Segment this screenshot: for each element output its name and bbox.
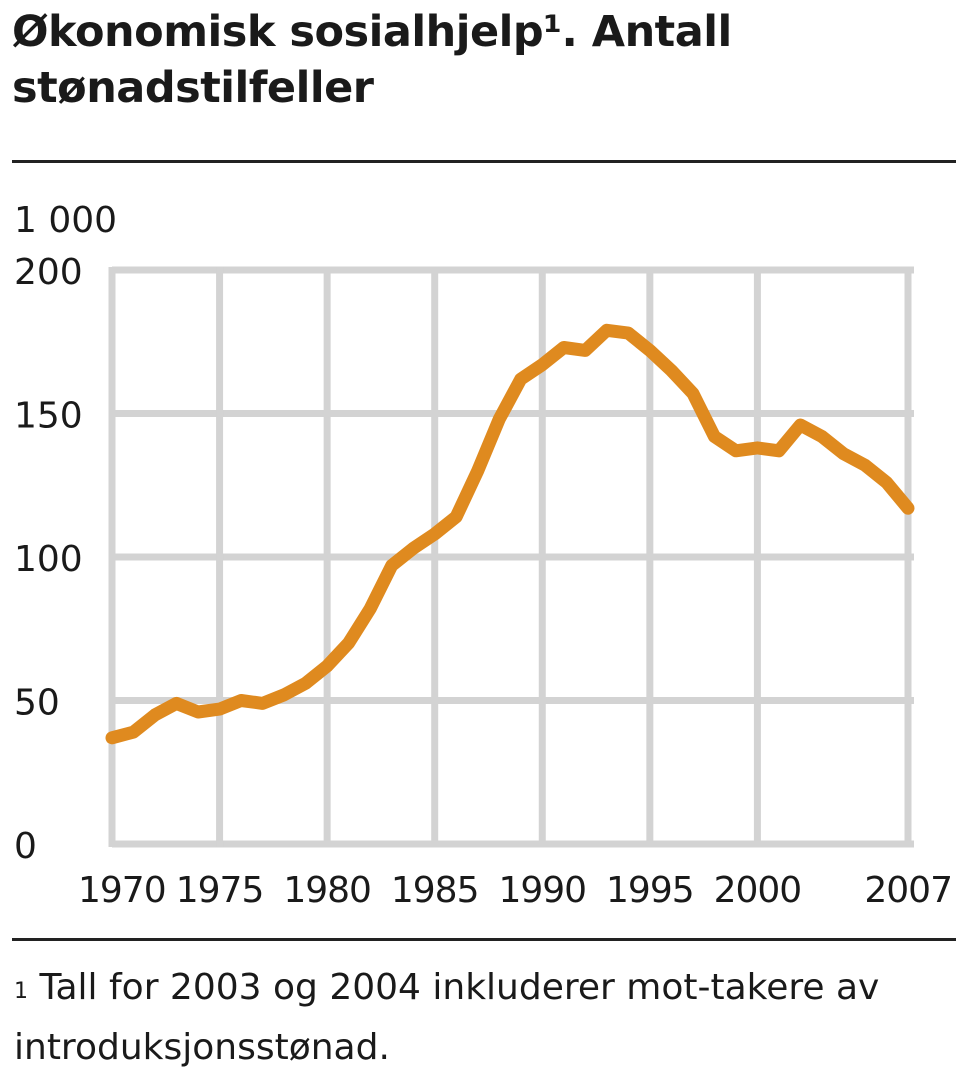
y-tick-label: 0 [14,826,37,867]
footnote-text: Tall for 2003 og 2004 inkluderer mot-tak… [14,967,880,1068]
x-tick-label: 2007 [864,870,952,911]
x-tick-label: 1985 [391,870,479,911]
series-line [105,323,915,745]
bottom-rule [12,938,956,941]
y-tick-label: 150 [14,396,83,437]
y-unit-label: 1 000 [14,200,118,241]
grid [108,266,914,848]
footnote: 1 Tall for 2003 og 2004 inkluderer mot-t… [14,958,944,1078]
x-tick-label: 1995 [606,870,694,911]
x-tick-label: 1990 [498,870,586,911]
x-tick-label: 1970 [78,870,166,911]
y-tick-labels: 0 50 100 150 200 [14,252,83,867]
x-tick-label: 1975 [176,870,264,911]
x-tick-labels: 1970 1975 1980 1985 1990 1995 2000 2007 [78,870,953,911]
x-tick-label: 1980 [283,870,371,911]
y-tick-label: 100 [14,539,83,580]
top-rule [12,160,956,163]
chart-title: Økonomisk sosialhjelp¹. Antall stønadsti… [12,7,732,113]
y-tick-label: 50 [14,683,60,724]
y-tick-label: 200 [14,252,83,293]
x-tick-label: 2000 [714,870,802,911]
footnote-marker: 1 [14,979,28,1004]
line-chart: 0 50 100 150 200 1970 1975 1980 1985 1990 1995 200… [14,252,953,911]
series [105,323,915,745]
